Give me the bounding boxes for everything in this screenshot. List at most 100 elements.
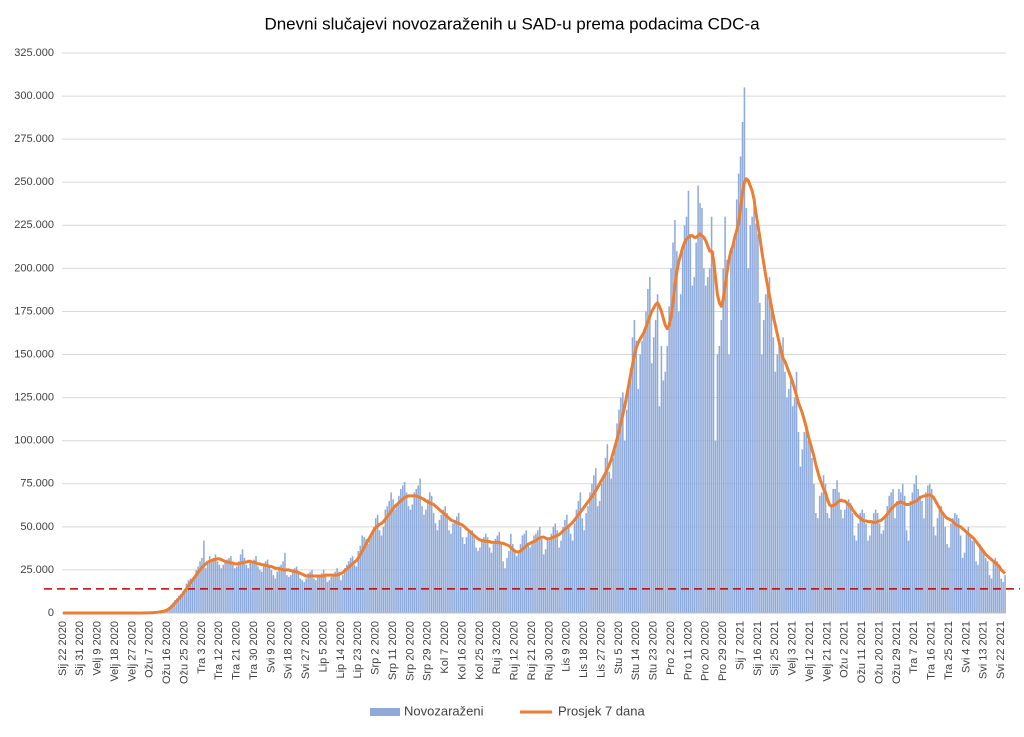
bar: [786, 397, 788, 613]
bar: [755, 223, 757, 614]
bar: [311, 569, 313, 613]
bar: [946, 544, 948, 613]
bar: [203, 540, 205, 613]
bar: [419, 478, 421, 613]
bar: [961, 557, 964, 613]
bar: [732, 242, 734, 614]
bar: [770, 311, 773, 613]
bar: [471, 530, 473, 613]
bar: [623, 440, 626, 613]
bar: [214, 554, 217, 613]
bar: [172, 602, 174, 613]
bar: [581, 518, 584, 613]
bar: [421, 506, 423, 613]
bar: [550, 533, 553, 613]
legend-label: Prosjek 7 dana: [558, 703, 645, 718]
bar: [942, 513, 945, 613]
bar: [874, 509, 877, 613]
bar: [894, 518, 896, 613]
y-tick-label: 50.000: [20, 521, 54, 533]
bar: [618, 409, 620, 613]
bar: [297, 571, 300, 613]
x-tick-label: Ožu 29 2021: [891, 621, 903, 684]
bar: [210, 559, 213, 613]
bar: [253, 559, 255, 613]
bar: [705, 285, 707, 613]
bar: [753, 199, 755, 613]
y-tick-label: 100.000: [14, 435, 54, 447]
bar: [183, 588, 186, 613]
bar: [683, 225, 686, 614]
bar: [400, 488, 402, 613]
bar: [235, 566, 238, 613]
bar: [637, 389, 640, 613]
bar: [996, 561, 999, 613]
x-tick-label: Svi 27 2020: [300, 621, 312, 679]
bar: [670, 268, 672, 613]
bar: [809, 440, 811, 613]
bar: [286, 575, 288, 613]
bar: [382, 526, 385, 613]
bar: [573, 523, 576, 613]
bar: [540, 538, 543, 613]
bar: [934, 535, 937, 613]
bar: [969, 535, 972, 613]
bar: [517, 550, 520, 613]
bar: [778, 345, 780, 613]
bar: [826, 513, 829, 613]
bar: [834, 488, 836, 613]
bar: [328, 580, 331, 613]
bar: [801, 449, 804, 613]
bar: [405, 492, 408, 613]
bar: [984, 557, 987, 613]
bar: [496, 535, 499, 613]
bar: [542, 554, 545, 613]
bar: [355, 566, 358, 613]
bar: [981, 547, 983, 613]
bar: [990, 578, 993, 613]
bar: [427, 499, 429, 613]
bar: [407, 506, 410, 613]
bar: [237, 561, 240, 613]
bar: [948, 547, 950, 613]
bar: [525, 530, 528, 613]
x-tick-label: Pro 2 2020: [665, 621, 677, 675]
y-tick-label: 300.000: [14, 90, 54, 102]
bar: [569, 533, 572, 613]
x-tick-label: Ožu 20 2021: [873, 621, 885, 684]
bar: [442, 509, 445, 613]
bar: [882, 530, 885, 613]
bar: [315, 580, 317, 613]
bar: [855, 540, 858, 613]
bar: [687, 190, 690, 613]
bar: [560, 540, 562, 613]
bar: [668, 306, 670, 613]
bar: [309, 571, 311, 613]
bar: [776, 354, 779, 613]
bar: [336, 568, 338, 613]
y-tick-label: 150.000: [14, 348, 54, 360]
x-tick-label: Svi 13 2021: [978, 621, 990, 679]
bar: [950, 523, 952, 613]
bar: [878, 523, 881, 613]
bar: [537, 530, 539, 613]
bar: [880, 533, 883, 613]
bar: [461, 537, 464, 613]
bar: [303, 581, 306, 613]
bar: [259, 569, 261, 613]
bar: [432, 513, 435, 613]
bar: [701, 208, 703, 614]
x-tick-label: Tra 21 2020: [231, 621, 243, 680]
bar: [276, 571, 279, 613]
chart-title: Dnevni slučajevi novozaraženih u SAD-u p…: [264, 14, 760, 33]
bar: [952, 518, 954, 613]
bar: [666, 345, 668, 613]
bar: [672, 242, 674, 614]
bar: [469, 533, 472, 613]
bar: [691, 285, 694, 613]
bar: [903, 495, 906, 613]
bar: [905, 530, 908, 613]
bar: [724, 216, 726, 613]
bar: [595, 468, 597, 613]
x-tick-label: Sij 7 2021: [734, 621, 746, 670]
